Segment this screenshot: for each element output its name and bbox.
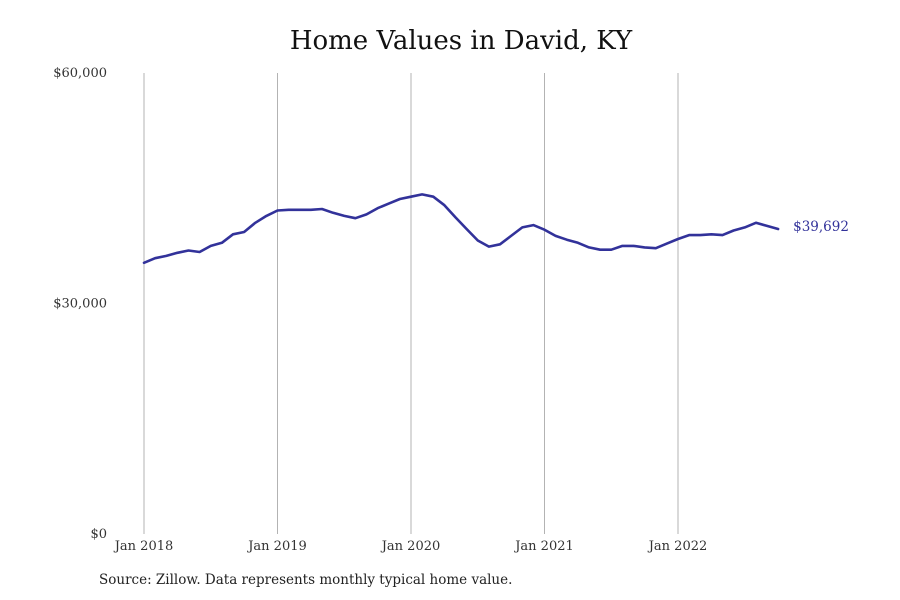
x-tick-label: Jan 2022 bbox=[647, 539, 708, 554]
end-value-label: $39,692 bbox=[793, 219, 849, 235]
grid-lines bbox=[143, 73, 679, 534]
end-value-label-group: $39,692 bbox=[793, 219, 849, 235]
y-tick-label: $0 bbox=[90, 527, 107, 542]
y-tick-label: $30,000 bbox=[53, 297, 107, 312]
x-tick-label: Jan 2021 bbox=[513, 539, 574, 554]
x-tick-label: Jan 2018 bbox=[113, 539, 174, 554]
chart-title: Home Values in David, KY bbox=[289, 26, 633, 56]
x-axis-tick-labels: Jan 2018 Jan 2019 Jan 2020 Jan 2021 Jan 2022 bbox=[113, 539, 708, 554]
x-tick-label: Jan 2020 bbox=[380, 539, 441, 554]
series-line bbox=[142, 193, 780, 265]
y-axis-tick-labels: $60,000 $30,000 $0 bbox=[53, 66, 107, 542]
x-tick-label: Jan 2019 bbox=[246, 539, 307, 554]
series-group bbox=[142, 193, 780, 265]
source-note: Source: Zillow. Data represents monthly … bbox=[99, 572, 513, 588]
y-tick-label: $60,000 bbox=[53, 66, 107, 81]
